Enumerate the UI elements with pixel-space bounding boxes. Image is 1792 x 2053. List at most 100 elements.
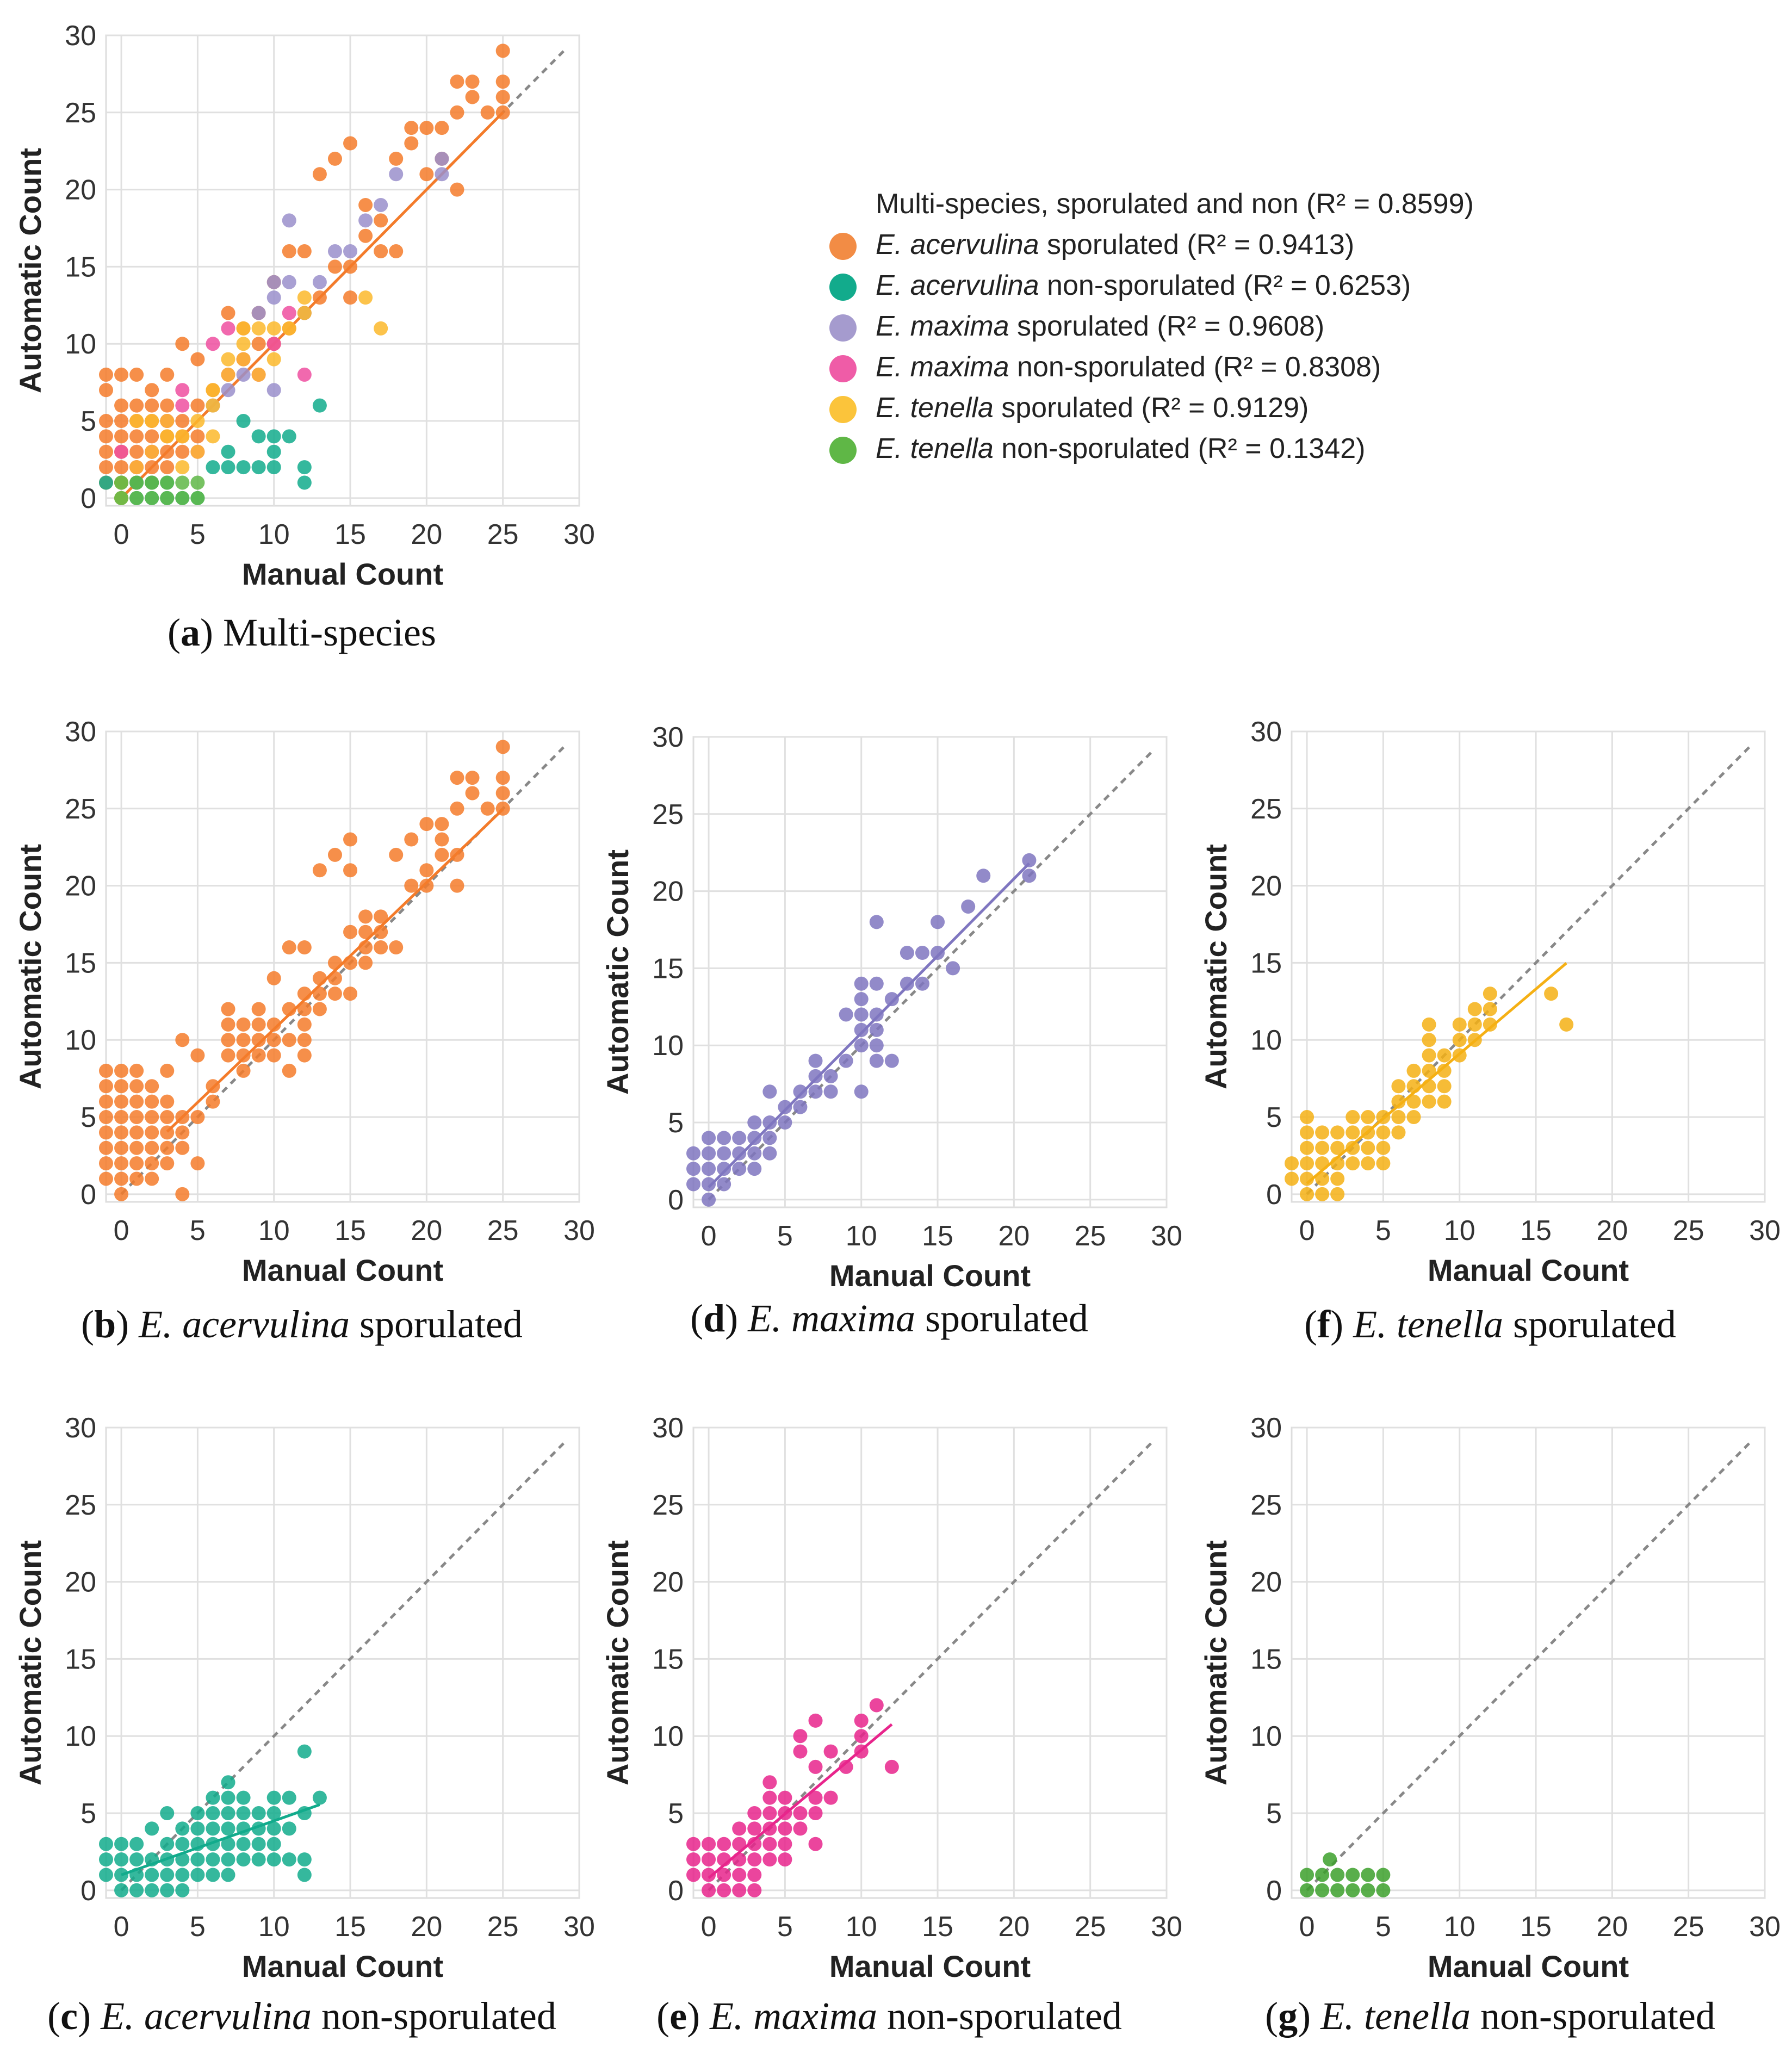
data-point [221,352,235,367]
data-point [495,75,510,89]
data-point [221,383,235,398]
data-point [160,398,175,413]
data-point [160,475,175,490]
x-tick-label: 10 [258,1215,290,1246]
data-point [129,1837,144,1851]
caption-text: non-sporulated [877,1994,1122,2038]
data-point [495,44,510,58]
chart-panel-b: 0 5 10 15 20 25 30 0 5 10 15 20 25 30 Manual Count Auto… [13,716,595,1287]
y-tick-label: 0 [80,483,96,514]
y-tick-label: 0 [80,1179,96,1211]
data-point [808,1806,823,1821]
data-point [175,1868,190,1882]
data-point [282,429,296,444]
data-point [251,337,266,351]
data-point [221,1033,235,1047]
data-point [327,244,342,259]
chart-panel-g: 0 5 10 15 20 25 30 0 5 10 15 20 25 30 Manual Count Auto… [1199,1412,1781,1983]
data-point [1483,1017,1497,1032]
data-point [221,1852,235,1867]
data-point [160,1837,175,1851]
data-point [869,1038,884,1053]
y-tick-label: 0 [80,1875,96,1907]
data-point [435,167,449,182]
data-point [129,414,144,429]
data-point [206,383,220,398]
data-point [495,90,510,104]
series-e-acervulina-sporulated [99,740,510,1201]
data-point [900,976,914,991]
data-point [297,460,312,475]
data-point [839,1759,853,1774]
data-point [114,491,129,505]
data-point [190,491,205,505]
caption-d: (d) E. maxima sporulated [690,1297,1088,1340]
series-e-maxima-sporulated [686,853,1037,1207]
y-tick-label: 30 [65,20,96,52]
data-point [236,1852,251,1867]
y-axis-label: Automatic Count [13,1540,47,1785]
series-e-tenella-non-sporulated [114,475,205,505]
data-point [114,1110,129,1125]
data-point [1437,1063,1452,1078]
data-point [236,367,251,382]
data-point [1422,1033,1436,1047]
y-tick-label: 10 [65,1025,96,1056]
data-point [450,878,464,893]
data-point [1330,1140,1345,1155]
data-point [1376,1140,1391,1155]
data-point [1300,1883,1314,1897]
data-point [762,1806,777,1821]
data-point [99,1837,113,1851]
regression-line [708,1723,893,1880]
data-point [129,367,144,382]
data-point [160,1140,175,1155]
data-point [129,460,144,475]
y-tick-label: 30 [65,1412,96,1444]
legend-label: non-sporulated (R² = 0.8308) [1009,351,1381,383]
data-point [114,414,129,429]
caption-letter: f [1317,1302,1331,1346]
y-tick-label: 30 [65,716,96,748]
y-tick-label: 5 [80,1102,96,1133]
data-point [1315,1140,1330,1155]
x-tick-label: 0 [114,519,129,550]
data-point [282,275,296,289]
data-point [823,1790,838,1805]
data-point [686,1146,700,1161]
data-point [175,398,190,413]
data-point [99,367,113,382]
data-point [793,1100,808,1114]
x-tick-label: 0 [114,1215,129,1246]
x-tick-label: 0 [114,1911,129,1943]
data-point [190,1048,205,1063]
data-point [1315,1171,1330,1186]
x-tick-label: 10 [1444,1911,1475,1943]
data-point [793,1821,808,1836]
x-tick-label: 30 [1749,1911,1781,1943]
y-tick-label: 5 [668,1107,684,1139]
data-point [175,444,190,459]
data-point [732,1162,747,1176]
caption-g: (g) E. tenella non-sporulated [1265,1994,1715,2038]
data-point [717,1883,731,1897]
data-point [961,899,976,914]
data-point [732,1837,747,1851]
data-point [114,475,129,490]
data-point [869,1022,884,1037]
data-point [114,1079,129,1094]
x-axis-label: Manual Count [1428,1253,1629,1287]
y-tick-label: 0 [668,1875,684,1907]
data-point [374,197,388,212]
caption-text: sporulated [915,1297,1088,1340]
data-point [1330,1868,1345,1882]
y-axis-label: Automatic Count [600,849,635,1095]
y-tick-label: 20 [65,871,96,902]
data-point [327,956,342,970]
data-point [236,1063,251,1078]
y-tick-label: 0 [1266,1179,1282,1211]
data-point [297,367,312,382]
x-tick-label: 5 [777,1911,793,1943]
x-tick-label: 15 [1520,1215,1552,1246]
data-point [297,1017,312,1032]
